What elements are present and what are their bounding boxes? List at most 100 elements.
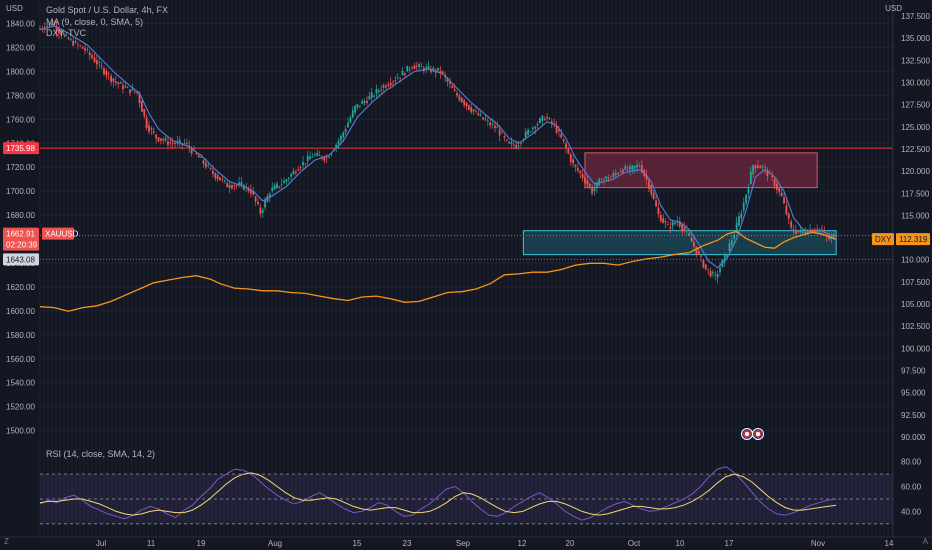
chart-title[interactable]: Gold Spot / U.S. Dollar, 4h, FX: [46, 5, 169, 15]
right-axis-tick: 132.500: [901, 56, 930, 65]
candle-body: [598, 178, 601, 186]
candle-body: [501, 132, 503, 134]
left-axis-tick: 1820.00: [6, 44, 35, 53]
candle-body: [486, 120, 489, 122]
us-flag-icon[interactable]: [752, 428, 764, 440]
candle-body: [415, 66, 418, 67]
candle-body: [190, 148, 193, 154]
candle-body: [247, 188, 250, 192]
candle-body: [562, 138, 565, 142]
candle-body: [53, 23, 56, 26]
candle-body: [693, 242, 695, 247]
candle-body: [688, 233, 691, 236]
candle-body: [124, 86, 127, 88]
candle-body: [655, 200, 657, 207]
candle-body: [249, 189, 252, 194]
candle-body: [828, 236, 830, 240]
last-price-label-text: 1662.91: [6, 230, 35, 239]
candle-body: [349, 117, 352, 123]
candle-body: [430, 69, 432, 73]
candle-body: [515, 145, 518, 149]
timezone-button[interactable]: Z: [4, 537, 9, 546]
right-axis-tick: 95.000: [901, 389, 926, 398]
candle-body: [629, 166, 631, 170]
candle-body: [290, 173, 293, 177]
candle-body: [764, 167, 766, 169]
candle-body: [569, 154, 572, 163]
candle-body: [299, 167, 302, 169]
candle-body: [88, 52, 91, 56]
auto-scale-button[interactable]: A: [922, 537, 928, 546]
candle-body: [702, 260, 705, 268]
candle-body: [363, 101, 366, 103]
candle-body: [463, 100, 466, 105]
candle-body: [122, 85, 124, 90]
x-axis-tick: 20: [566, 539, 575, 548]
candle-body: [555, 125, 558, 133]
candle-body: [657, 207, 660, 215]
candle-body: [347, 122, 349, 128]
candle-body: [276, 183, 278, 188]
countdown-label-text: 02:20:39: [6, 241, 38, 250]
dxy-price-label-bg: [896, 233, 930, 246]
x-axis-tick: Jul: [96, 539, 106, 548]
candle-body: [467, 104, 470, 110]
ma-legend[interactable]: MA (9, close, 0, SMA, 5): [46, 17, 144, 27]
candle-body: [297, 169, 300, 171]
candle-body: [683, 227, 686, 231]
candle-body: [761, 165, 764, 167]
candle-body: [48, 23, 51, 26]
candle-body: [610, 176, 612, 178]
rsi-axis-tick: 40.00: [901, 507, 922, 516]
left-axis-tick: 1600.00: [6, 307, 35, 316]
candle-body: [640, 164, 643, 173]
candle-body: [690, 237, 693, 242]
candle-body: [529, 131, 532, 133]
candle-body: [368, 96, 371, 100]
candle-body: [295, 172, 297, 174]
candle-body: [292, 170, 295, 175]
candle-body: [621, 169, 624, 174]
candle-body: [131, 88, 134, 91]
candle-body: [742, 202, 745, 211]
candle-body: [354, 105, 357, 113]
candle-body: [787, 213, 790, 219]
candle-body: [340, 136, 342, 141]
candle-body: [669, 227, 672, 229]
candle-body: [392, 81, 394, 83]
right-axis-tick: 120.000: [901, 167, 930, 176]
candle-body: [418, 64, 421, 67]
candle-body: [728, 243, 731, 252]
left-axis-tick: 1500.00: [6, 427, 35, 436]
candle-body: [697, 251, 700, 254]
right-axis-tick: 122.500: [901, 145, 930, 154]
candle-body: [771, 176, 774, 178]
candle-body: [81, 46, 84, 49]
candle-body: [136, 92, 139, 94]
candle-body: [425, 67, 428, 69]
candle-body: [508, 141, 511, 144]
candle-body: [420, 66, 423, 68]
x-axis-tick: 17: [725, 539, 734, 548]
candle-body: [752, 165, 755, 175]
right-axis-tick: 117.500: [901, 189, 930, 198]
candle-body: [167, 141, 169, 146]
candle-body: [534, 126, 537, 129]
candle-body: [799, 230, 802, 233]
candle-body: [178, 139, 181, 144]
candle-body: [558, 129, 560, 132]
candle-body: [664, 221, 667, 223]
rsi-legend[interactable]: RSI (14, close, SMA, 14, 2): [46, 449, 156, 459]
candle-body: [631, 165, 634, 170]
candle-body: [809, 229, 811, 231]
candle-body: [546, 116, 548, 119]
price-series: [39, 20, 893, 312]
candle-body: [98, 62, 101, 63]
right-axis-tick: 100.000: [901, 344, 930, 353]
candle-body: [806, 231, 809, 234]
rsi-axis-tick: 80.00: [901, 458, 922, 467]
dxy-legend[interactable]: DXY, TVC: [46, 28, 87, 38]
candle-body: [264, 200, 266, 208]
candle-body: [553, 123, 556, 125]
